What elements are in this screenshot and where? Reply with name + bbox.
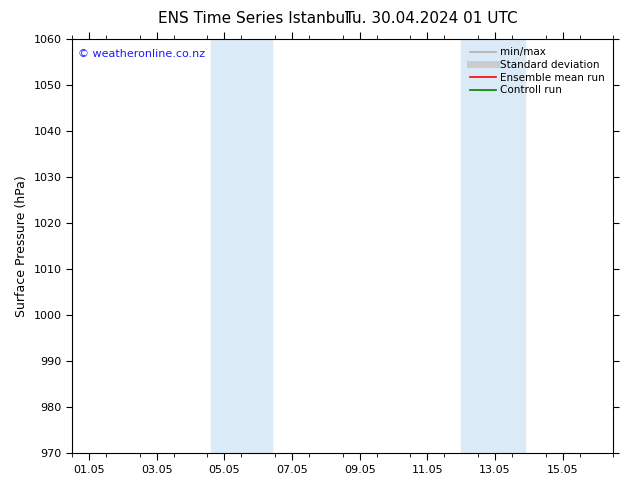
Text: © weatheronline.co.nz: © weatheronline.co.nz [77, 49, 205, 59]
Text: ENS Time Series Istanbul: ENS Time Series Istanbul [158, 11, 349, 26]
Bar [211, 39, 272, 453]
Bar [461, 39, 526, 453]
Y-axis label: Surface Pressure (hPa): Surface Pressure (hPa) [15, 175, 28, 317]
Legend: min/max, Standard deviation, Ensemble mean run, Controll run: min/max, Standard deviation, Ensemble me… [467, 44, 608, 98]
Text: Tu. 30.04.2024 01 UTC: Tu. 30.04.2024 01 UTC [345, 11, 517, 26]
